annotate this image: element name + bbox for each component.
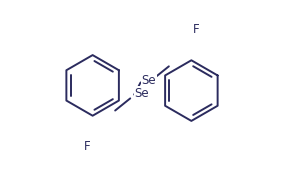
Text: F: F — [193, 23, 200, 36]
Text: Se: Se — [141, 74, 156, 87]
Text: Se: Se — [135, 87, 149, 100]
Text: F: F — [84, 140, 91, 153]
